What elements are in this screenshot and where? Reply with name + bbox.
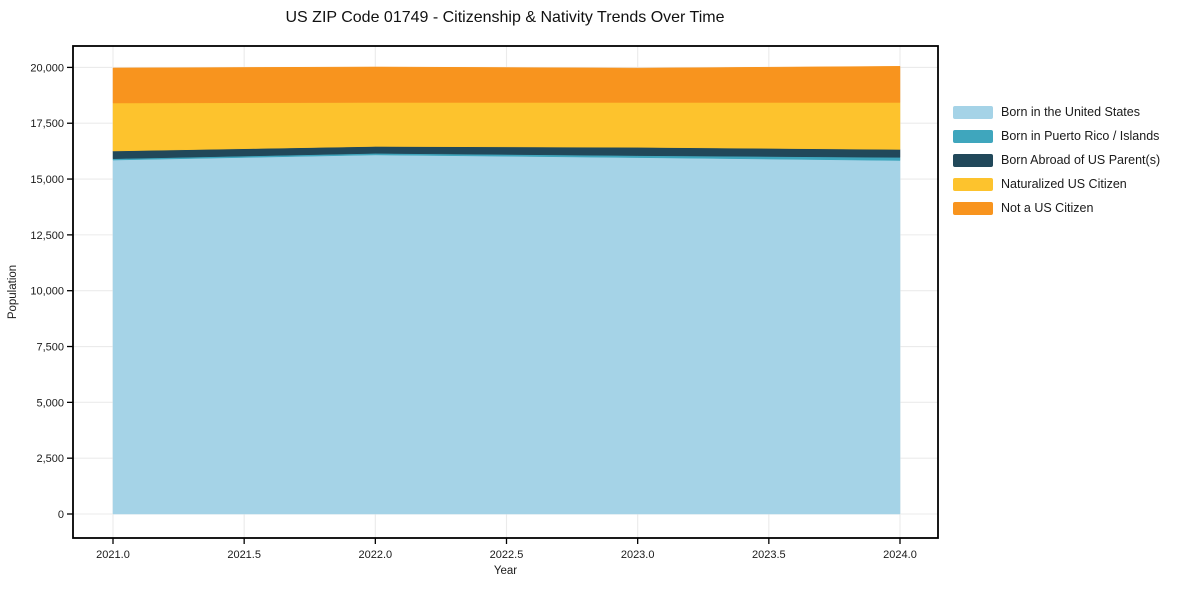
legend-swatch-icon [953,177,993,191]
y-tick-label: 20,000 [30,62,64,74]
legend-item-4: Not a US Citizen [953,201,1160,215]
x-tick-label: 2021.0 [96,549,130,561]
x-tick-label: 2021.5 [227,549,261,561]
y-tick-label: 5,000 [36,397,64,409]
legend-label: Naturalized US Citizen [1001,177,1127,191]
x-tick-label: 2022.0 [359,549,393,561]
x-tick-label: 2023.5 [752,549,786,561]
y-tick-label: 10,000 [30,286,64,298]
area-series-0 [112,154,901,515]
y-tick-label: 15,000 [30,174,64,186]
y-tick-label: 17,500 [30,118,64,130]
y-axis-label: Population [7,265,19,319]
legend-item-3: Naturalized US Citizen [953,177,1160,191]
legend-swatch-icon [953,129,993,143]
area-series-3 [112,102,901,152]
axis-frame [72,45,939,539]
y-tick-label: 12,500 [30,230,64,242]
legend-swatch-icon [953,201,993,215]
legend-swatch-icon [953,105,993,119]
legend-swatch-icon [953,153,993,167]
legend-item-1: Born in Puerto Rico / Islands [953,129,1160,143]
legend-label: Born in Puerto Rico / Islands [1001,129,1160,143]
chart-title: US ZIP Code 01749 - Citizenship & Nativi… [285,9,725,26]
x-axis-label: Year [494,565,517,577]
legend-label: Born Abroad of US Parent(s) [1001,153,1161,167]
y-tick-label: 2,500 [36,453,64,465]
legend-label: Not a US Citizen [1001,201,1094,215]
y-tick-label: 0 [58,509,64,521]
legend-item-0: Born in the United States [953,105,1160,119]
y-tick-label: 7,500 [36,342,64,354]
legend-label: Born in the United States [1001,105,1140,119]
legend: Born in the United States Born in Puerto … [953,105,1160,215]
x-tick-label: 2022.5 [490,549,524,561]
area-series-4 [112,66,901,104]
x-tick-label: 2024.0 [883,549,917,561]
legend-item-2: Born Abroad of US Parent(s) [953,153,1160,167]
x-tick-label: 2023.0 [621,549,655,561]
